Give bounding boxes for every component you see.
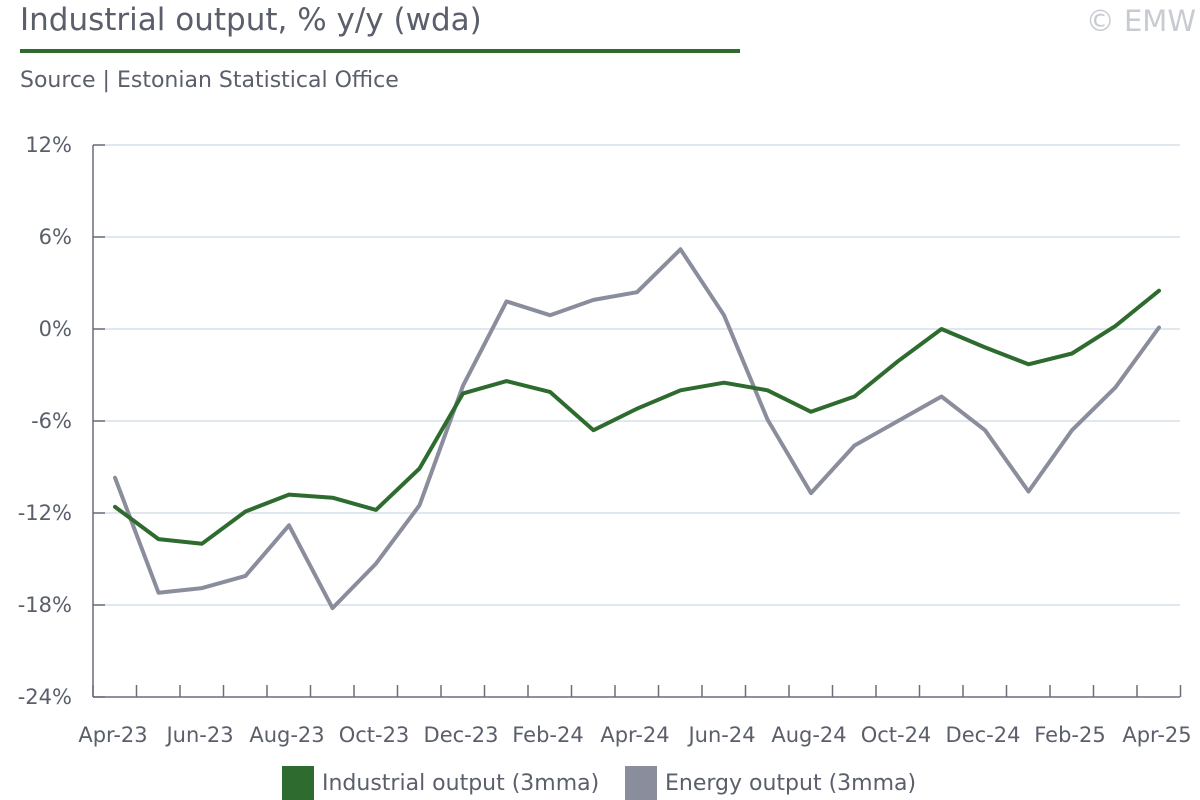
x-tick-label: Oct-24: [861, 723, 932, 747]
legend-swatch-energy-output: [625, 766, 657, 800]
grid-layer: [93, 144, 1180, 606]
x-tick-label: Oct-23: [339, 723, 410, 747]
legend-item-industrial-output: Industrial output (3mma): [282, 766, 599, 800]
legend-item-energy-output: Energy output (3mma): [625, 766, 916, 800]
x-tick-label: Apr-25: [1122, 723, 1191, 747]
legend-swatch-industrial-output: [282, 766, 314, 800]
legend: Industrial output (3mma) Energy output (…: [0, 766, 1200, 800]
y-tick-label: 0%: [39, 317, 72, 341]
chart-title: Industrial output, % y/y (wda): [20, 2, 482, 38]
axis-layer: -24% -18% -12% -6% 0% 6% 12% Apr-23 Jun-23 Aug-23…: [18, 133, 1192, 747]
x-tick-label: Jun-24: [686, 723, 755, 747]
x-tick-label: Aug-24: [771, 723, 846, 747]
y-tick-label: -24%: [18, 685, 72, 709]
y-tick-label: -12%: [18, 501, 72, 525]
y-tick-label: 12%: [25, 133, 72, 157]
y-tick-label: 6%: [39, 225, 72, 249]
x-tick-label: Apr-24: [600, 723, 669, 747]
source-label: Source | Estonian Statistical Office: [20, 68, 399, 93]
x-tick-label: Feb-24: [512, 723, 583, 747]
legend-label-energy-output: Energy output (3mma): [665, 770, 917, 796]
series-layer: [113, 247, 1161, 611]
title-underline: [20, 49, 740, 53]
x-tick-label: Apr-23: [78, 723, 147, 747]
legend-label-industrial-output: Industrial output (3mma): [322, 770, 600, 796]
y-tick-label: -6%: [31, 409, 72, 433]
y-tick-label: -18%: [18, 593, 72, 617]
x-tick-label: Aug-23: [249, 723, 324, 747]
copyright-label: © EMW: [1085, 4, 1196, 38]
series-line-industrial-output: [113, 288, 1161, 546]
x-tick-label: Jun-23: [164, 723, 233, 747]
x-tick-label: Dec-24: [946, 723, 1021, 747]
x-tick-label: Dec-23: [424, 723, 499, 747]
series-line-energy-output: [113, 247, 1161, 611]
x-tick-label: Feb-25: [1034, 723, 1105, 747]
